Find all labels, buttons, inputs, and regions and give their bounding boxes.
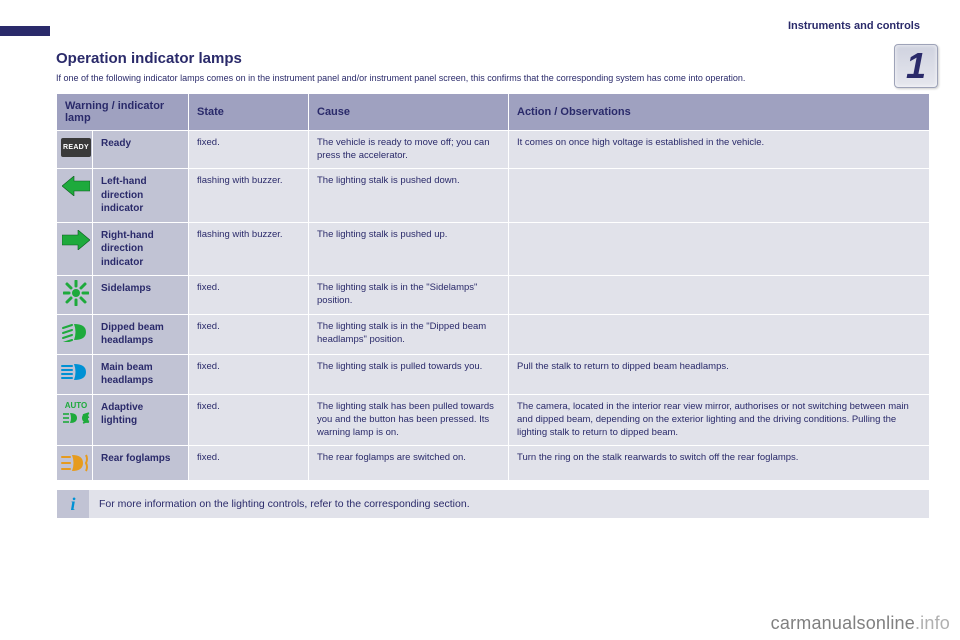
- table-header-row: Warning / indicator lamp State Cause Act…: [57, 93, 930, 130]
- action-dipped: [509, 314, 930, 354]
- state-main-beam: fixed.: [189, 354, 309, 394]
- name-rear-fog: Rear foglamps: [93, 446, 189, 481]
- name-left-turn: Left-hand direction indicator: [93, 169, 189, 223]
- table-row: Right-hand direction indicator flashing …: [57, 222, 930, 276]
- state-left-turn: flashing with buzzer.: [189, 169, 309, 223]
- cause-main-beam: The lighting stalk is pulled towards you…: [309, 354, 509, 394]
- cause-ready: The vehicle is ready to move off; you ca…: [309, 130, 509, 169]
- th-cause: Cause: [309, 93, 509, 130]
- state-sidelamps: fixed.: [189, 276, 309, 315]
- action-right-turn: [509, 222, 930, 276]
- indicator-table: Warning / indicator lamp State Cause Act…: [56, 93, 930, 482]
- lamp-ready: READY: [57, 130, 93, 169]
- svg-text:AUTO: AUTO: [65, 401, 88, 410]
- state-ready: fixed.: [189, 130, 309, 169]
- lamp-dipped: [57, 314, 93, 354]
- name-right-turn: Right-hand direction indicator: [93, 222, 189, 276]
- main-beam-icon: [61, 359, 91, 385]
- table-row: Sidelamps fixed. The lighting stalk is i…: [57, 276, 930, 315]
- th-lamp: Warning / indicator lamp: [57, 93, 189, 130]
- page: Instruments and controls 1 Operation ind…: [0, 0, 960, 640]
- lamp-left-turn: [57, 169, 93, 223]
- lamp-adaptive: AUTO: [57, 394, 93, 445]
- name-main-beam: Main beam headlamps: [93, 354, 189, 394]
- state-rear-fog: fixed.: [189, 446, 309, 481]
- ready-icon: READY: [61, 138, 91, 157]
- cause-left-turn: The lighting stalk is pushed down.: [309, 169, 509, 223]
- table-row: READY Ready fixed. The vehicle is ready …: [57, 130, 930, 169]
- action-left-turn: [509, 169, 930, 223]
- name-adaptive: Adaptive lighting: [93, 394, 189, 445]
- cause-rear-fog: The rear foglamps are switched on.: [309, 446, 509, 481]
- name-dipped: Dipped beam headlamps: [93, 314, 189, 354]
- page-title: Operation indicator lamps: [56, 50, 930, 67]
- cause-dipped: The lighting stalk is in the "Dipped bea…: [309, 314, 509, 354]
- watermark: carmanualsonline.info: [771, 613, 950, 634]
- action-ready: It comes on once high voltage is establi…: [509, 130, 930, 169]
- info-box: i For more information on the lighting c…: [56, 489, 930, 519]
- th-state: State: [189, 93, 309, 130]
- lamp-rear-fog: [57, 446, 93, 481]
- action-rear-fog: Turn the ring on the stalk rearwards to …: [509, 446, 930, 481]
- header-stripe: [0, 26, 50, 36]
- cause-right-turn: The lighting stalk is pushed up.: [309, 222, 509, 276]
- name-sidelamps: Sidelamps: [93, 276, 189, 315]
- th-action: Action / Observations: [509, 93, 930, 130]
- breadcrumb: Instruments and controls: [788, 20, 920, 32]
- action-main-beam: Pull the stalk to return to dipped beam …: [509, 354, 930, 394]
- sidelamps-icon: [61, 280, 91, 306]
- lamp-right-turn: [57, 222, 93, 276]
- table-row: Main beam headlamps fixed. The lighting …: [57, 354, 930, 394]
- table-row: Dipped beam headlamps fixed. The lightin…: [57, 314, 930, 354]
- content: Operation indicator lamps If one of the …: [56, 50, 930, 519]
- table-row: Rear foglamps fixed. The rear foglamps a…: [57, 446, 930, 481]
- dipped-beam-icon: [61, 319, 91, 345]
- watermark-main: carmanualsonline: [771, 613, 915, 633]
- name-ready: Ready: [93, 130, 189, 169]
- table-body: READY Ready fixed. The vehicle is ready …: [57, 130, 930, 481]
- left-arrow-icon: [61, 173, 91, 199]
- action-sidelamps: [509, 276, 930, 315]
- table-row: AUTO Adaptive lighting fixed. The lighti…: [57, 394, 930, 445]
- info-text: For more information on the lighting con…: [89, 490, 480, 518]
- info-icon: i: [57, 490, 89, 518]
- watermark-domain: .info: [915, 613, 950, 633]
- state-dipped: fixed.: [189, 314, 309, 354]
- table-row: Left-hand direction indicator flashing w…: [57, 169, 930, 223]
- cause-adaptive: The lighting stalk has been pulled towar…: [309, 394, 509, 445]
- cause-sidelamps: The lighting stalk is in the "Sidelamps"…: [309, 276, 509, 315]
- lamp-main-beam: [57, 354, 93, 394]
- right-arrow-icon: [61, 227, 91, 253]
- action-adaptive: The camera, located in the interior rear…: [509, 394, 930, 445]
- intro-text: If one of the following indicator lamps …: [56, 73, 930, 85]
- adaptive-lighting-icon: AUTO: [61, 399, 91, 425]
- lamp-sidelamps: [57, 276, 93, 315]
- state-right-turn: flashing with buzzer.: [189, 222, 309, 276]
- rear-foglamps-icon: [61, 450, 91, 476]
- state-adaptive: fixed.: [189, 394, 309, 445]
